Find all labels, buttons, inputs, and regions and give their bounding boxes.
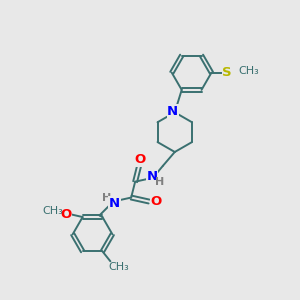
Text: H: H — [155, 177, 164, 187]
Text: O: O — [60, 208, 71, 220]
Text: O: O — [134, 153, 146, 167]
Text: N: N — [167, 105, 178, 118]
Text: CH₃: CH₃ — [43, 206, 63, 216]
Text: N: N — [109, 197, 120, 210]
Text: N: N — [146, 170, 158, 183]
Text: CH₃: CH₃ — [108, 262, 129, 272]
Text: CH₃: CH₃ — [238, 66, 259, 76]
Text: O: O — [150, 195, 162, 208]
Text: H: H — [102, 193, 111, 202]
Text: S: S — [223, 66, 232, 79]
